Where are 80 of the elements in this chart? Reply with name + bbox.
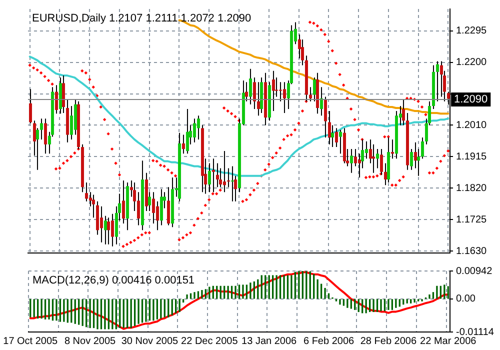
candlestick [309, 86, 312, 102]
candlestick [55, 84, 58, 114]
candlestick [193, 118, 196, 143]
x-tick-label: 22 Dec 2005 [181, 336, 238, 347]
chart-title: EURUSD,Daily 1.2107 1.2111 1.2072 1.2090 [32, 12, 252, 25]
candlestick [283, 82, 286, 114]
y-tick-label: 1.1725 [456, 214, 488, 226]
candlestick [44, 118, 47, 154]
x-tick-label: 6 Feb 2006 [303, 336, 354, 347]
candlestick [391, 138, 394, 160]
candlestick [40, 118, 43, 140]
candlestick [279, 82, 282, 102]
candlestick [410, 148, 413, 170]
y-tick-label: 1.1820 [456, 182, 488, 194]
y-tick-label: 1.2010 [456, 120, 488, 131]
candlestick [324, 96, 327, 138]
candlestick [402, 98, 405, 126]
candlestick [216, 162, 219, 188]
candlestick [257, 82, 260, 116]
candlestick [320, 86, 323, 116]
candlestick [62, 75, 65, 114]
candlestick [70, 106, 73, 140]
ref-line-label: 1.2090 [454, 94, 488, 106]
x-tick-label: 8 Nov 2005 [64, 336, 116, 347]
candlestick [331, 124, 334, 148]
candlestick [365, 140, 368, 160]
candlestick [85, 182, 88, 202]
candlestick [92, 194, 95, 218]
candlestick [253, 77, 256, 110]
candlestick [227, 168, 230, 188]
y-tick-label: 1.2200 [456, 57, 488, 68]
candlestick [29, 88, 32, 124]
candlestick [372, 144, 375, 174]
y-tick-label: -0.01114 [456, 326, 494, 338]
candlestick [440, 60, 443, 98]
y-tick-label: 1.2295 [456, 26, 488, 37]
candlestick [384, 162, 387, 186]
chart-title: MACD(12,26,9) 0.00416 0.00151 [32, 274, 195, 287]
candlestick [182, 134, 185, 154]
candlestick [219, 168, 222, 188]
candlestick [328, 110, 331, 145]
y-tick-label: 1.1630 [456, 246, 488, 257]
candlestick [421, 136, 424, 160]
candlestick [249, 68, 252, 105]
y-tick-label: 0.00 [456, 294, 476, 305]
candlestick [148, 192, 151, 212]
candlestick [354, 148, 357, 167]
candlestick [275, 77, 278, 98]
candlestick [36, 128, 39, 170]
candlestick [137, 192, 140, 226]
y-tick-label: 0.00942 [456, 266, 493, 277]
y-tick-label: 1.1915 [456, 151, 488, 162]
candlestick [335, 128, 338, 148]
x-tick-label: 28 Feb 2006 [360, 336, 417, 347]
candlestick [208, 162, 211, 193]
candlestick [104, 215, 107, 245]
candlestick [167, 186, 170, 226]
candlestick [152, 192, 155, 224]
candlestick [376, 148, 379, 169]
x-tick-label: 22 Mar 2006 [420, 336, 477, 347]
candlestick [350, 148, 353, 174]
candlestick [107, 217, 110, 245]
candlestick [186, 108, 189, 154]
candlestick [156, 200, 159, 231]
x-tick-label: 17 Oct 2005 [3, 336, 58, 347]
x-tick-label: 30 Nov 2005 [121, 336, 179, 347]
candlestick [197, 115, 200, 140]
candlestick [417, 148, 420, 176]
candlestick [122, 180, 125, 224]
candlestick [272, 70, 275, 112]
candlestick [313, 77, 316, 102]
candlestick [339, 129, 342, 154]
candlestick [436, 60, 439, 102]
candlestick [160, 188, 163, 226]
candlestick [100, 206, 103, 243]
x-tick-label: 13 Jan 2006 [242, 336, 298, 347]
candlestick [111, 213, 114, 247]
candlestick [223, 150, 226, 193]
candlestick [231, 166, 234, 202]
candlestick [301, 38, 304, 66]
